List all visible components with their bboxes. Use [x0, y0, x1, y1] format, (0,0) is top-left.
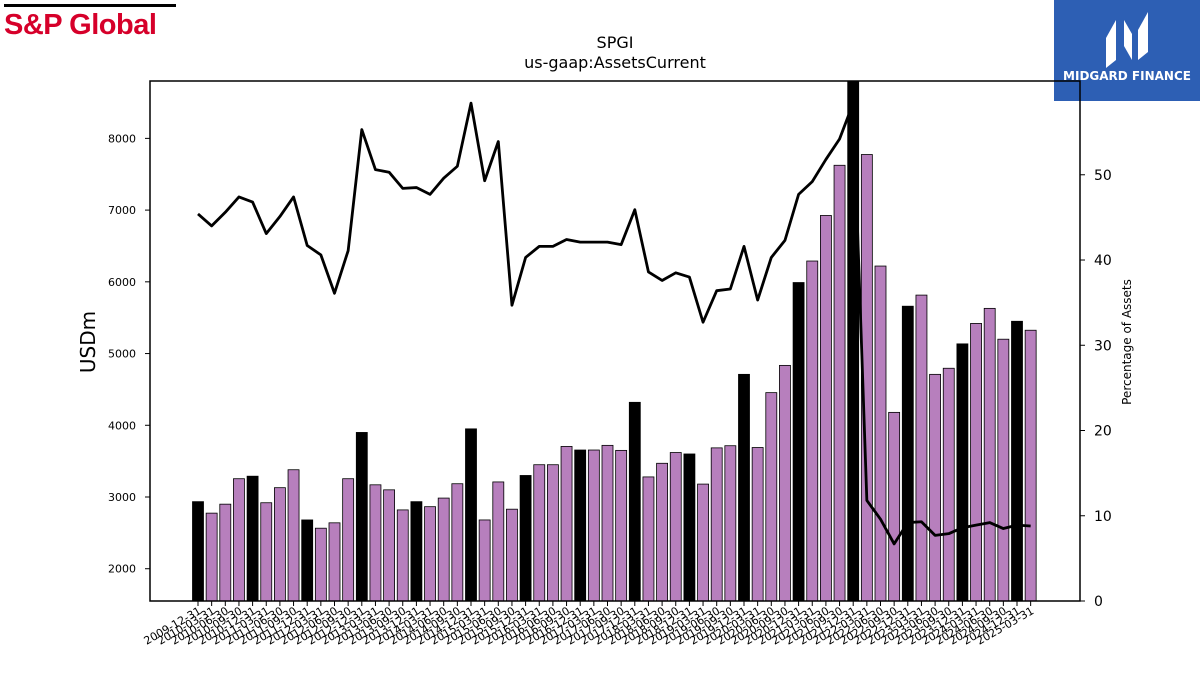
bar	[301, 519, 314, 602]
bar	[724, 445, 737, 602]
y2-tick-label: 10	[1094, 509, 1112, 525]
bar	[806, 260, 819, 602]
bar	[533, 464, 546, 602]
bar	[601, 444, 614, 602]
bar	[478, 519, 491, 602]
secondary-y-axis-ticks: 0 10 20 30 40 50	[1080, 168, 1112, 610]
y-tick-label: 2000	[108, 563, 136, 576]
bar	[560, 446, 573, 602]
y-tick-label: 4000	[108, 419, 136, 432]
bar	[820, 215, 832, 602]
y2-tick-label: 50	[1094, 168, 1112, 184]
y2-tick-label: 30	[1094, 338, 1112, 354]
bar	[888, 411, 901, 602]
bar	[587, 449, 600, 602]
bar	[437, 497, 450, 602]
bar	[1024, 329, 1037, 602]
bar	[983, 307, 996, 602]
bar	[519, 475, 532, 602]
y-tick-label: 5000	[108, 348, 136, 361]
bar	[273, 487, 286, 602]
bar	[697, 483, 709, 602]
y-tick-label: 7000	[108, 204, 136, 217]
bar	[574, 449, 587, 602]
bar	[956, 343, 969, 602]
y-tick-label: 8000	[108, 132, 136, 145]
line-series	[197, 101, 1031, 546]
bar	[410, 501, 423, 602]
bar	[942, 367, 955, 602]
bar	[233, 478, 245, 602]
chart-title: SPGI	[597, 33, 634, 52]
bar	[765, 392, 778, 602]
bar	[1011, 320, 1023, 602]
bar	[615, 449, 628, 602]
bar	[970, 323, 982, 602]
bar	[328, 522, 341, 602]
bar	[547, 464, 559, 602]
y-tick-label: 6000	[108, 276, 136, 289]
bar	[451, 483, 464, 602]
y2-tick-label: 0	[1094, 594, 1103, 610]
bar	[260, 502, 273, 602]
bar	[205, 512, 218, 602]
bar-series	[192, 80, 1037, 602]
percentage-line	[197, 101, 1031, 546]
bar	[874, 265, 887, 602]
bar	[396, 509, 409, 602]
y2-tick-label: 40	[1094, 253, 1112, 269]
bar	[342, 478, 355, 602]
y-axis-ticks: 2000 3000 4000 5000 6000 7000 8000	[108, 132, 150, 576]
sp-global-logo: S&P Global	[4, 4, 180, 43]
y-axis-label: USDm	[76, 311, 100, 373]
chart-subtitle: us-gaap:AssetsCurrent	[524, 53, 706, 72]
bar	[246, 475, 259, 602]
bar	[369, 484, 382, 602]
bar	[683, 453, 696, 602]
bar	[710, 447, 723, 602]
plot-frame	[149, 80, 1081, 602]
y-tick-label: 3000	[108, 491, 136, 504]
bar	[751, 447, 764, 602]
bar	[492, 481, 505, 602]
y2-tick-label: 20	[1094, 424, 1112, 440]
bar	[506, 508, 518, 602]
midgard-logo-text: MIDGARD FINANCE	[1063, 69, 1191, 83]
bar	[355, 432, 368, 602]
logo-rule	[4, 4, 176, 7]
bar	[833, 164, 846, 602]
bar	[383, 489, 396, 602]
bar	[779, 364, 791, 602]
bar	[219, 503, 232, 602]
bar	[465, 428, 477, 602]
bar	[642, 476, 655, 602]
bar	[901, 305, 914, 602]
x-axis-ticks: 2009-12-312010-03-312010-06-302010-09-30…	[142, 601, 1036, 648]
bar	[669, 452, 682, 602]
bar	[738, 373, 750, 602]
bar	[192, 501, 204, 602]
bar	[792, 282, 805, 602]
bar	[929, 373, 941, 602]
bar	[997, 338, 1010, 602]
bar	[847, 80, 860, 602]
bar	[628, 401, 641, 602]
midgard-logo-mark-icon	[1054, 0, 1200, 101]
bar	[656, 462, 668, 602]
bar	[915, 294, 928, 602]
sp-global-logo-text: S&P Global	[4, 9, 157, 41]
bar	[424, 506, 436, 602]
midgard-finance-logo: MIDGARD FINANCE	[1054, 0, 1200, 101]
bar	[314, 527, 327, 602]
bar	[287, 469, 300, 602]
secondary-y-axis-label: Percentage of Assets	[1120, 279, 1134, 405]
